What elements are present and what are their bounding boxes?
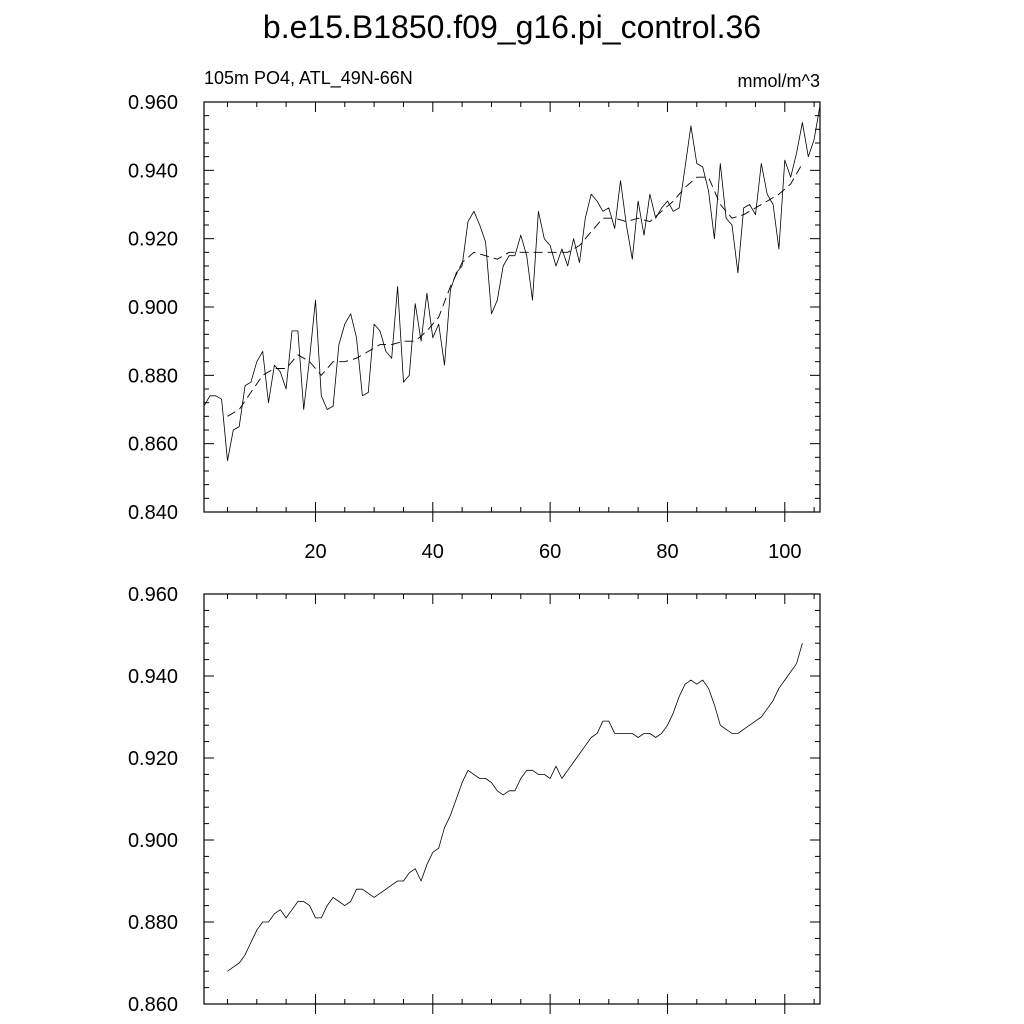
top-xtick-label: 20 <box>304 541 326 563</box>
bottom-plot-area: 0.860 0.880 0.900 0.920 0.940 0.960 <box>128 584 821 1016</box>
top-xtick-label: 60 <box>539 541 561 563</box>
bottom-ytick-label: 0.920 <box>128 748 178 770</box>
variable-label: 105m PO4, ATL_49N-66N <box>204 68 413 89</box>
top-ytick-label: 0.840 <box>128 502 178 524</box>
top-panel: 105m PO4, ATL_49N-66N mmol/m^3 0.840 0.86… <box>128 68 821 563</box>
top-ytick-label: 0.960 <box>128 92 178 114</box>
top-ytick-label: 0.940 <box>128 160 178 182</box>
top-ytick-label: 0.920 <box>128 229 178 251</box>
bottom-ytick-label: 0.880 <box>128 912 178 934</box>
bottom-panel: 0.860 0.880 0.900 0.920 0.940 0.960 <box>128 584 821 1016</box>
top-xtick-label: 100 <box>768 541 801 563</box>
top-plot-area: 0.840 0.860 0.880 0.900 0.920 0.940 0.960 20 40 6… <box>128 92 821 563</box>
chart-title: b.e15.B1850.f09_g16.pi_control.36 <box>263 9 761 45</box>
top-xtick-label: 80 <box>656 541 678 563</box>
top-ytick-label: 0.860 <box>128 434 178 456</box>
top-xtick-label: 40 <box>422 541 444 563</box>
top-series-line <box>203 105 821 462</box>
bottom-plot-frame <box>203 593 821 1005</box>
bottom-ytick-label: 0.900 <box>128 830 178 852</box>
top-plot-frame <box>203 101 821 513</box>
bottom-series-line <box>227 643 803 972</box>
top-ytick-label: 0.880 <box>128 365 178 387</box>
bottom-ytick-label: 0.960 <box>128 584 178 606</box>
units-label: mmol/m^3 <box>738 71 820 91</box>
bottom-ytick-label: 0.860 <box>128 994 178 1016</box>
bottom-ytick-label: 0.940 <box>128 666 178 688</box>
top-series-running-mean-line <box>227 163 803 417</box>
top-ytick-label: 0.900 <box>128 297 178 319</box>
